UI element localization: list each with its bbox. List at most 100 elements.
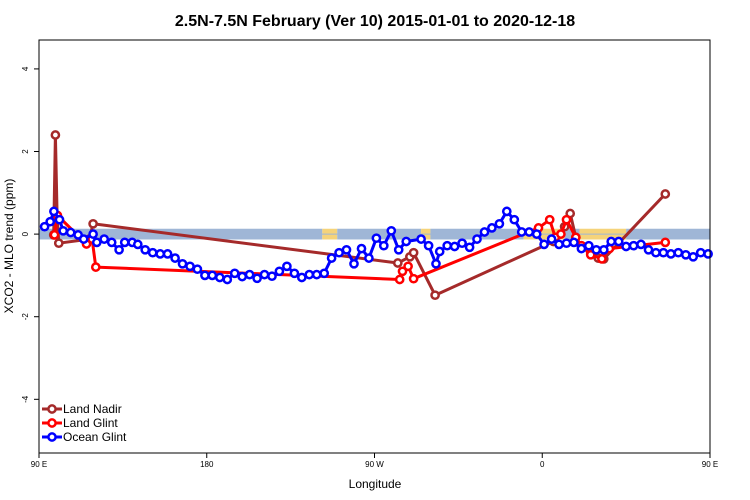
data-point-land-nadir xyxy=(408,247,419,258)
data-point-land-glint xyxy=(585,249,596,260)
x-tick-label: 90 W xyxy=(365,460,384,469)
data-point-ocean-glint xyxy=(703,249,713,259)
legend-marker-land-nadir xyxy=(47,404,57,414)
y-tick-label: 0 xyxy=(21,231,30,236)
data-point-land-glint xyxy=(561,214,572,225)
data-point-land-glint xyxy=(394,274,405,285)
data-point-land-nadir xyxy=(50,130,61,140)
legend-entry-land-nadir: Land Nadir xyxy=(42,402,122,416)
data-point-ocean-glint xyxy=(259,269,270,280)
data-point-ocean-glint xyxy=(334,247,344,258)
data-point-ocean-glint xyxy=(524,227,535,237)
data-point-land-glint xyxy=(397,266,408,277)
data-point-ocean-glint xyxy=(114,244,124,255)
data-point-ocean-glint xyxy=(423,240,434,251)
y-tick-label: -4 xyxy=(21,395,30,403)
data-point-ocean-glint xyxy=(472,234,482,244)
data-point-ocean-glint xyxy=(237,271,248,282)
data-point-ocean-glint xyxy=(222,274,233,285)
legend-label-ocean-glint: Ocean Glint xyxy=(63,430,127,444)
data-point-ocean-glint xyxy=(49,206,59,217)
data-point-ocean-glint xyxy=(214,272,225,283)
data-point-ocean-glint xyxy=(591,244,602,255)
data-point-ocean-glint xyxy=(554,239,564,250)
data-point-ocean-glint xyxy=(349,258,359,269)
data-point-ocean-glint xyxy=(449,241,460,252)
data-point-ocean-glint xyxy=(78,234,89,244)
data-point-ocean-glint xyxy=(119,237,130,248)
x-axis: 90 E 180 90 W 0 90 E xyxy=(31,453,718,469)
data-point-ocean-glint xyxy=(666,249,676,259)
data-point-ocean-glint xyxy=(378,240,389,251)
data-point-ocean-glint xyxy=(401,236,412,247)
data-point-land-nadir xyxy=(88,218,98,229)
data-point-ocean-glint xyxy=(132,239,143,250)
data-point-ocean-glint xyxy=(431,258,441,269)
data-point-land-glint xyxy=(49,230,60,240)
data-point-ocean-glint xyxy=(88,229,98,239)
data-point-ocean-glint xyxy=(434,246,445,257)
data-point-ocean-glint xyxy=(155,249,166,259)
data-point-ocean-glint xyxy=(583,240,594,251)
data-point-ocean-glint xyxy=(516,227,527,237)
data-point-ocean-glint xyxy=(192,264,203,275)
data-point-ocean-glint xyxy=(688,251,699,262)
data-point-land-glint xyxy=(597,254,607,264)
data-point-ocean-glint xyxy=(296,272,307,283)
data-point-ocean-glint xyxy=(91,237,102,248)
data-point-ocean-glint xyxy=(162,249,173,259)
data-point-ocean-glint xyxy=(628,240,639,251)
data-point-ocean-glint xyxy=(58,225,69,236)
data-point-ocean-glint xyxy=(341,244,352,255)
x-tick-label: 90 E xyxy=(31,460,47,469)
data-point-ocean-glint xyxy=(106,237,117,248)
data-point-ocean-glint xyxy=(613,236,624,247)
data-point-ocean-glint xyxy=(319,268,330,279)
data-point-ocean-glint xyxy=(54,214,65,225)
data-point-ocean-glint xyxy=(673,247,684,258)
data-point-land-glint xyxy=(660,237,671,248)
data-point-ocean-glint xyxy=(509,214,520,225)
legend-marker-ocean-glint xyxy=(47,432,57,442)
data-point-ocean-glint xyxy=(494,218,505,229)
data-point-ocean-glint xyxy=(393,244,404,255)
data-point-ocean-glint xyxy=(680,249,691,260)
data-point-ocean-glint xyxy=(531,229,542,239)
data-point-ocean-glint xyxy=(140,244,151,255)
data-point-land-nadir xyxy=(660,189,671,199)
data-point-ocean-glint xyxy=(282,261,292,272)
data-point-ocean-glint xyxy=(229,268,240,279)
data-point-ocean-glint xyxy=(177,258,188,269)
data-point-land-nadir xyxy=(392,258,403,268)
data-point-ocean-glint xyxy=(274,266,285,277)
data-point-ocean-glint xyxy=(371,233,382,244)
series-ocean-glint xyxy=(39,206,713,285)
data-point-ocean-glint xyxy=(546,234,557,244)
y-axis-label: XCO2 - MLO trend (ppm) xyxy=(2,179,16,314)
data-point-ocean-glint xyxy=(311,269,322,280)
legend-entry-land-glint: Land Glint xyxy=(42,416,118,430)
data-point-ocean-glint xyxy=(289,268,300,279)
data-point-ocean-glint xyxy=(658,247,669,258)
legend-entry-ocean-glint: Ocean Glint xyxy=(42,430,127,444)
data-point-land-glint xyxy=(403,261,413,272)
data-point-ocean-glint xyxy=(457,238,467,249)
legend-marker-land-glint xyxy=(47,418,57,428)
data-point-ocean-glint xyxy=(326,253,337,263)
chart-title: 2.5N-7.5N February (Ver 10) 2015-01-01 t… xyxy=(175,13,575,30)
data-point-ocean-glint xyxy=(386,225,397,236)
data-point-ocean-glint xyxy=(539,239,549,250)
legend-label-land-nadir: Land Nadir xyxy=(63,402,122,416)
y-tick-label: 2 xyxy=(21,149,30,154)
data-point-ocean-glint xyxy=(45,216,56,227)
y-tick-label: 4 xyxy=(21,66,30,71)
data-point-ocean-glint xyxy=(598,244,609,255)
data-point-ocean-glint xyxy=(569,237,579,248)
data-point-ocean-glint xyxy=(147,247,158,258)
data-point-ocean-glint xyxy=(479,227,490,237)
data-point-ocean-glint xyxy=(695,247,706,258)
data-point-land-glint xyxy=(408,273,419,284)
data-point-ocean-glint xyxy=(207,270,218,281)
data-point-ocean-glint xyxy=(267,271,277,282)
